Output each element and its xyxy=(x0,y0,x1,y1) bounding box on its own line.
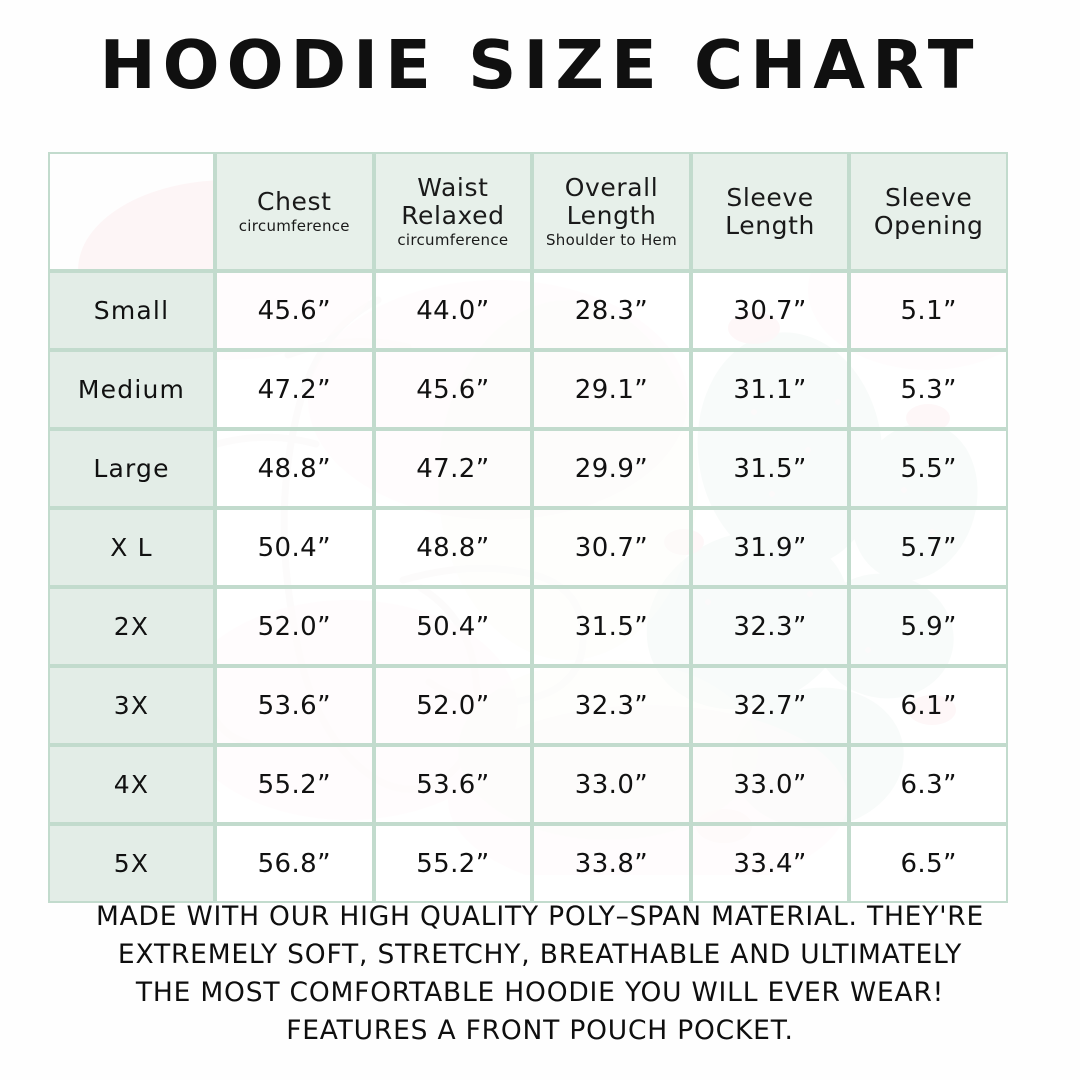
cell-chest: 50.4” xyxy=(215,508,374,587)
cell-overall-length: 29.1” xyxy=(532,350,691,429)
cell-overall-length: 28.3” xyxy=(532,271,691,350)
cell-overall-length: 33.8” xyxy=(532,824,691,903)
description-line-3: THE MOST COMFORTABLE HOODIE YOU WILL EVE… xyxy=(135,977,945,1008)
size-label: X L xyxy=(48,508,215,587)
size-label: 4X xyxy=(48,745,215,824)
table-row: 4X 55.2” 53.6” 33.0” 33.0” 6.3” xyxy=(48,745,1008,824)
cell-chest: 45.6” xyxy=(215,271,374,350)
column-header-sleeve-length-main: Sleeve Length xyxy=(725,182,815,240)
cell-waist-relaxed: 45.6” xyxy=(373,350,533,429)
cell-chest: 53.6” xyxy=(215,666,374,745)
cell-overall-length: 33.0” xyxy=(532,745,691,824)
cell-overall-length: 29.9” xyxy=(532,429,691,508)
cell-sleeve-opening: 6.5” xyxy=(849,824,1008,903)
cell-chest: 56.8” xyxy=(215,824,374,903)
table-row: 3X 53.6” 52.0” 32.3” 32.7” 6.1” xyxy=(48,666,1008,745)
column-header-chest: Chest circumference xyxy=(215,152,374,271)
size-label: 3X xyxy=(48,666,215,745)
page-title: HOODIE SIZE CHART xyxy=(99,26,981,104)
table-row: Small 45.6” 44.0” 28.3” 30.7” 5.1” xyxy=(48,271,1008,350)
column-header-waist-relaxed-sub: circumference xyxy=(397,231,509,250)
cell-waist-relaxed: 52.0” xyxy=(373,666,533,745)
cell-sleeve-opening: 6.3” xyxy=(849,745,1008,824)
size-chart-table: Chest circumference Waist Relaxed circum… xyxy=(48,152,1008,903)
cell-chest: 55.2” xyxy=(215,745,374,824)
table-row: Large 48.8” 47.2” 29.9” 31.5” 5.5” xyxy=(48,429,1008,508)
table-row: X L 50.4” 48.8” 30.7” 31.9” 5.7” xyxy=(48,508,1008,587)
product-description: MADE WITH OUR HIGH QUALITY POLY–SPAN MAT… xyxy=(0,898,1080,1050)
cell-sleeve-opening: 5.1” xyxy=(849,271,1008,350)
description-line-1: MADE WITH OUR HIGH QUALITY POLY–SPAN MAT… xyxy=(95,901,985,932)
cell-sleeve-length: 33.0” xyxy=(690,745,850,824)
cell-waist-relaxed: 55.2” xyxy=(373,824,533,903)
cell-sleeve-length: 32.7” xyxy=(690,666,850,745)
column-header-waist-relaxed-main: Waist Relaxed xyxy=(401,173,505,231)
size-label: Medium xyxy=(48,350,215,429)
table-header-row: Chest circumference Waist Relaxed circum… xyxy=(48,152,1008,271)
cell-chest: 47.2” xyxy=(215,350,374,429)
size-label: Small xyxy=(48,271,215,350)
column-header-overall-length: Overall Length Shoulder to Hem xyxy=(532,152,691,271)
cell-overall-length: 31.5” xyxy=(532,587,691,666)
cell-sleeve-opening: 5.3” xyxy=(849,350,1008,429)
column-header-overall-length-sub: Shoulder to Hem xyxy=(545,231,677,250)
cell-sleeve-length: 31.1” xyxy=(690,350,850,429)
column-header-chest-main: Chest xyxy=(257,187,332,217)
cell-overall-length: 30.7” xyxy=(532,508,691,587)
cell-sleeve-length: 33.4” xyxy=(690,824,850,903)
cell-sleeve-length: 30.7” xyxy=(690,271,850,350)
description-line-4: FEATURES A FRONT POUCH POCKET. xyxy=(286,1015,794,1046)
column-header-sleeve-opening-main: Sleeve Opening xyxy=(873,182,984,240)
size-label: 2X xyxy=(48,587,215,666)
cell-waist-relaxed: 48.8” xyxy=(373,508,533,587)
cell-sleeve-opening: 5.5” xyxy=(849,429,1008,508)
table-corner-cell xyxy=(48,152,215,271)
cell-sleeve-opening: 6.1” xyxy=(849,666,1008,745)
table-row: 2X 52.0” 50.4” 31.5” 32.3” 5.9” xyxy=(48,587,1008,666)
column-header-sleeve-length: Sleeve Length xyxy=(690,152,850,271)
cell-waist-relaxed: 53.6” xyxy=(373,745,533,824)
size-label: Large xyxy=(48,429,215,508)
table-row: 5X 56.8” 55.2” 33.8” 33.4” 6.5” xyxy=(48,824,1008,903)
cell-chest: 52.0” xyxy=(215,587,374,666)
cell-sleeve-opening: 5.7” xyxy=(849,508,1008,587)
column-header-overall-length-main: Overall Length xyxy=(564,173,659,231)
table-row: Medium 47.2” 45.6” 29.1” 31.1” 5.3” xyxy=(48,350,1008,429)
cell-chest: 48.8” xyxy=(215,429,374,508)
cell-sleeve-length: 31.5” xyxy=(690,429,850,508)
cell-waist-relaxed: 44.0” xyxy=(373,271,533,350)
size-label: 5X xyxy=(48,824,215,903)
description-line-2: EXTREMELY SOFT, STRETCHY, BREATHABLE AND… xyxy=(117,939,963,970)
column-header-waist-relaxed: Waist Relaxed circumference xyxy=(373,152,533,271)
cell-sleeve-length: 32.3” xyxy=(690,587,850,666)
column-header-chest-sub: circumference xyxy=(238,217,350,236)
cell-sleeve-length: 31.9” xyxy=(690,508,850,587)
cell-sleeve-opening: 5.9” xyxy=(849,587,1008,666)
cell-waist-relaxed: 47.2” xyxy=(373,429,533,508)
column-header-sleeve-opening: Sleeve Opening xyxy=(849,152,1008,271)
cell-waist-relaxed: 50.4” xyxy=(373,587,533,666)
cell-overall-length: 32.3” xyxy=(532,666,691,745)
